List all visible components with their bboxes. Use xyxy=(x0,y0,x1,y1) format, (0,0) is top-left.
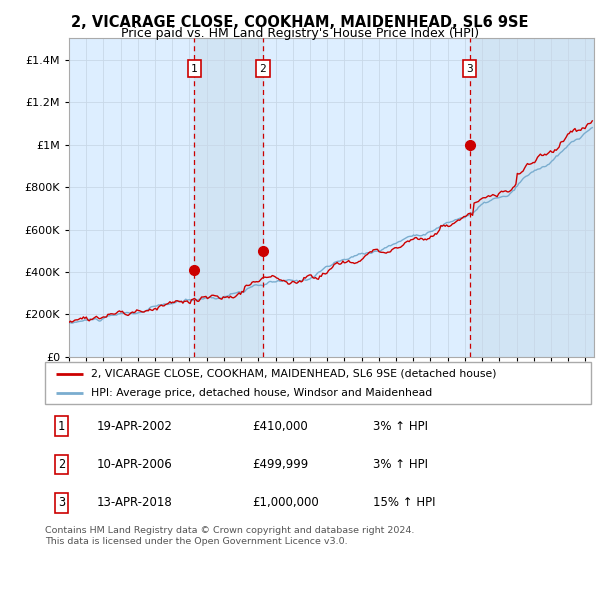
Text: 15% ↑ HPI: 15% ↑ HPI xyxy=(373,496,435,510)
Bar xyxy=(470,38,594,357)
Text: 1: 1 xyxy=(191,64,198,74)
Text: 10-APR-2006: 10-APR-2006 xyxy=(97,458,173,471)
Text: 2, VICARAGE CLOSE, COOKHAM, MAIDENHEAD, SL6 9SE: 2, VICARAGE CLOSE, COOKHAM, MAIDENHEAD, … xyxy=(71,15,529,30)
Text: Contains HM Land Registry data © Crown copyright and database right 2024.
This d: Contains HM Land Registry data © Crown c… xyxy=(45,526,415,546)
Text: 3: 3 xyxy=(58,496,65,510)
Text: 19-APR-2002: 19-APR-2002 xyxy=(97,419,173,433)
Bar xyxy=(194,38,263,357)
Text: 3% ↑ HPI: 3% ↑ HPI xyxy=(373,458,428,471)
Text: 2: 2 xyxy=(58,458,65,471)
Text: 13-APR-2018: 13-APR-2018 xyxy=(97,496,173,510)
Text: £410,000: £410,000 xyxy=(253,419,308,433)
Text: HPI: Average price, detached house, Windsor and Maidenhead: HPI: Average price, detached house, Wind… xyxy=(91,388,433,398)
Text: £499,999: £499,999 xyxy=(253,458,309,471)
Text: Price paid vs. HM Land Registry's House Price Index (HPI): Price paid vs. HM Land Registry's House … xyxy=(121,27,479,40)
Text: 3: 3 xyxy=(466,64,473,74)
Text: 1: 1 xyxy=(58,419,65,433)
Text: £1,000,000: £1,000,000 xyxy=(253,496,319,510)
Text: 3% ↑ HPI: 3% ↑ HPI xyxy=(373,419,428,433)
Text: 2, VICARAGE CLOSE, COOKHAM, MAIDENHEAD, SL6 9SE (detached house): 2, VICARAGE CLOSE, COOKHAM, MAIDENHEAD, … xyxy=(91,369,497,379)
Text: 2: 2 xyxy=(260,64,266,74)
FancyBboxPatch shape xyxy=(45,362,591,404)
